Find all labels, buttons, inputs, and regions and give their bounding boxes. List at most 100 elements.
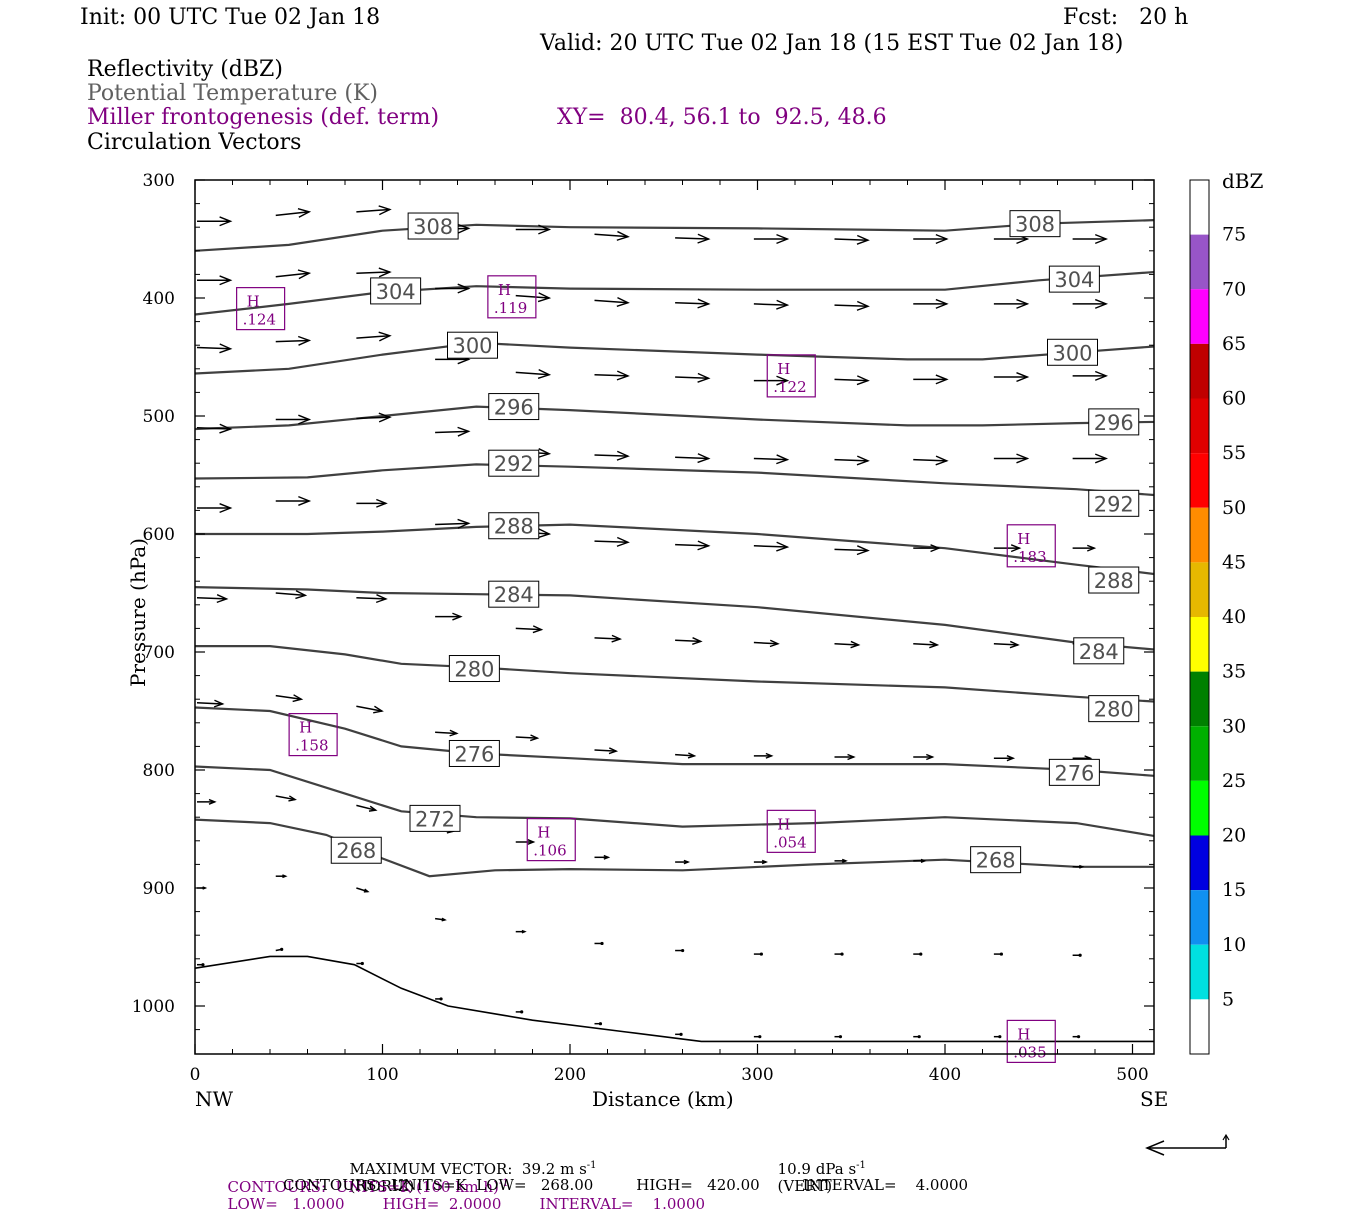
vector-head	[683, 859, 691, 865]
theta-label-box	[1048, 758, 1100, 786]
vector-head	[697, 372, 711, 383]
x-axis-left-label: NW	[195, 1087, 234, 1111]
colorbar-label: 50	[1222, 497, 1246, 519]
y-tick-label: 500	[143, 407, 175, 427]
circulation-vector	[435, 283, 471, 294]
circulation-vector	[594, 536, 630, 547]
vector-shaft	[196, 427, 231, 430]
plot-frame	[194, 179, 1155, 1055]
circulation-vector	[275, 947, 284, 952]
vector-head	[201, 963, 205, 967]
vector-head	[1094, 370, 1109, 381]
vector-head	[998, 1035, 1002, 1039]
theta-label-box	[447, 331, 498, 359]
circulation-vector	[913, 1035, 921, 1039]
x-tick-label: 100	[366, 1065, 398, 1085]
vector-shaft	[435, 430, 469, 434]
vector-head	[1076, 1035, 1081, 1039]
vector-shaft	[993, 642, 1018, 646]
circulation-vector	[675, 752, 697, 759]
vector-head	[297, 335, 312, 346]
theta-label: 268	[336, 839, 376, 863]
circulation-vector	[1072, 453, 1109, 464]
vector-shaft	[834, 304, 869, 308]
vector-head	[298, 414, 312, 425]
vector-shaft	[356, 208, 390, 213]
vector-head	[1079, 864, 1085, 869]
vector-head	[926, 753, 935, 761]
vector-head	[616, 370, 630, 381]
vector-head	[1094, 234, 1109, 244]
circulation-vector	[196, 699, 225, 708]
vector-head	[378, 331, 392, 342]
circulation-vector	[435, 729, 459, 737]
theta-label: 292	[494, 452, 534, 476]
vector-shaft	[356, 416, 390, 420]
vector-head	[697, 540, 711, 551]
circulation-vector	[356, 705, 384, 714]
theta-contour-296	[195, 405, 1154, 431]
y-tick-label: 800	[143, 761, 175, 781]
vector-shaft	[753, 641, 778, 645]
theta-label-box	[407, 212, 459, 240]
vector-head	[537, 448, 552, 459]
footer-contours-purple-a: CONTOURS: UNITS=K (100 km h)	[227, 1178, 499, 1196]
theta-label-box	[1088, 695, 1140, 723]
circulation-vector	[356, 498, 388, 508]
theta-contour-268	[195, 818, 1154, 878]
fronto-high-box	[1006, 524, 1056, 568]
circulation-vector	[197, 216, 233, 227]
circulation-vector	[594, 370, 630, 381]
terrain-line	[195, 955, 1154, 1043]
vector-head	[457, 426, 471, 437]
vector-shaft	[435, 731, 457, 735]
colorbar-cell	[1190, 289, 1209, 344]
x-tick-label: 200	[554, 1065, 586, 1085]
footer-max-vector-horiz: (HORIZ)	[349, 1177, 415, 1195]
circulation-vector	[993, 298, 1030, 309]
circulation-vector	[753, 299, 790, 310]
colorbar-cell	[1190, 835, 1209, 891]
vector-head	[603, 854, 611, 860]
vector-head	[681, 948, 685, 953]
colorbar-label: 25	[1222, 770, 1246, 792]
circulation-vector	[834, 300, 870, 311]
vector-head	[761, 859, 768, 865]
circulation-vector	[675, 859, 691, 865]
vector-head	[297, 207, 312, 218]
frontogenesis-high: H.183	[1006, 524, 1056, 568]
theta-label-box	[488, 393, 540, 421]
vector-head	[611, 634, 623, 643]
circulation-vector	[275, 414, 312, 425]
circulation-vector	[1072, 234, 1109, 244]
colorbar-cell	[1190, 234, 1209, 290]
vector-head	[919, 952, 923, 956]
vector-shaft	[515, 627, 542, 631]
circulation-vector	[913, 952, 923, 956]
x-tick-label: 400	[929, 1065, 961, 1085]
circulation-vector	[753, 952, 763, 956]
theta-label: 276	[454, 742, 494, 766]
circulation-vector	[913, 753, 935, 761]
theta-contour-292	[195, 463, 1154, 497]
theta-label: 308	[1015, 213, 1055, 237]
vector-head	[375, 594, 388, 604]
vector-head	[856, 234, 870, 245]
circulation-vector	[993, 952, 1003, 956]
circulation-vector	[913, 640, 940, 649]
vector-head	[697, 233, 711, 244]
fronto-high-box	[526, 818, 576, 862]
vector-head	[856, 300, 870, 311]
vector-shaft	[275, 592, 306, 597]
circulation-vector	[515, 1010, 524, 1014]
vector-shaft	[913, 642, 938, 646]
vector-head	[295, 590, 308, 600]
vector-shaft	[196, 701, 223, 705]
theta-label: 280	[1094, 698, 1134, 722]
theta-contour-276	[195, 706, 1154, 777]
vector-head	[856, 545, 870, 556]
vector-head	[213, 699, 225, 708]
vector-head	[520, 1010, 524, 1014]
circulation-vector	[913, 455, 949, 466]
x-tick-label: 0	[190, 1065, 201, 1085]
